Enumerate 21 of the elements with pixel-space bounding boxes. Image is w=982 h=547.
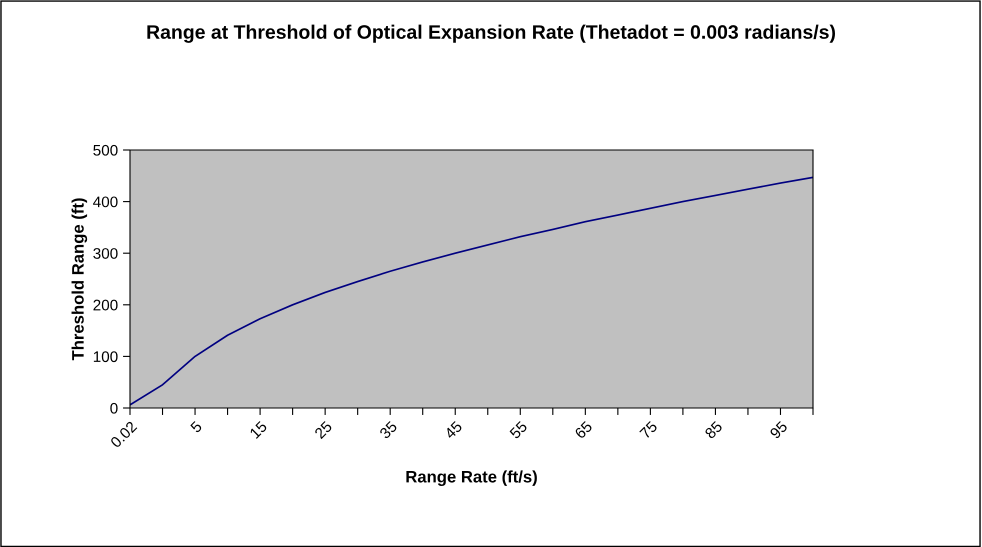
y-tick-label: 0	[110, 402, 118, 414]
chart-title: Range at Threshold of Optical Expansion Rate (Thetadot = 0.003 radians/s)	[147, 24, 836, 43]
y-axis-title: Threshold Range (ft)	[72, 198, 88, 360]
y-tick-label: 500	[93, 144, 118, 156]
x-axis-title: Range Rate (ft/s)	[406, 470, 537, 486]
x-tick-label: 55	[509, 420, 528, 440]
x-tick-label: 25	[314, 420, 333, 440]
x-tick-label: 65	[574, 420, 593, 440]
y-tick-label: 300	[93, 248, 118, 259]
x-tick-label: 35	[378, 420, 398, 440]
x-tick-label: 0.02	[110, 420, 138, 448]
x-tick-label: 15	[249, 420, 268, 439]
line-series	[130, 176, 813, 406]
y-tick-label: 200	[93, 300, 118, 310]
y-tick-label: 400	[93, 196, 118, 208]
x-tick-label: 75	[639, 420, 658, 440]
x-tick-label: 95	[769, 420, 788, 440]
y-tick-label: 100	[94, 351, 118, 362]
x-tick-label: 85	[704, 420, 723, 440]
x-tick-label: 5	[190, 420, 203, 434]
x-tick-label: 45	[444, 420, 463, 440]
